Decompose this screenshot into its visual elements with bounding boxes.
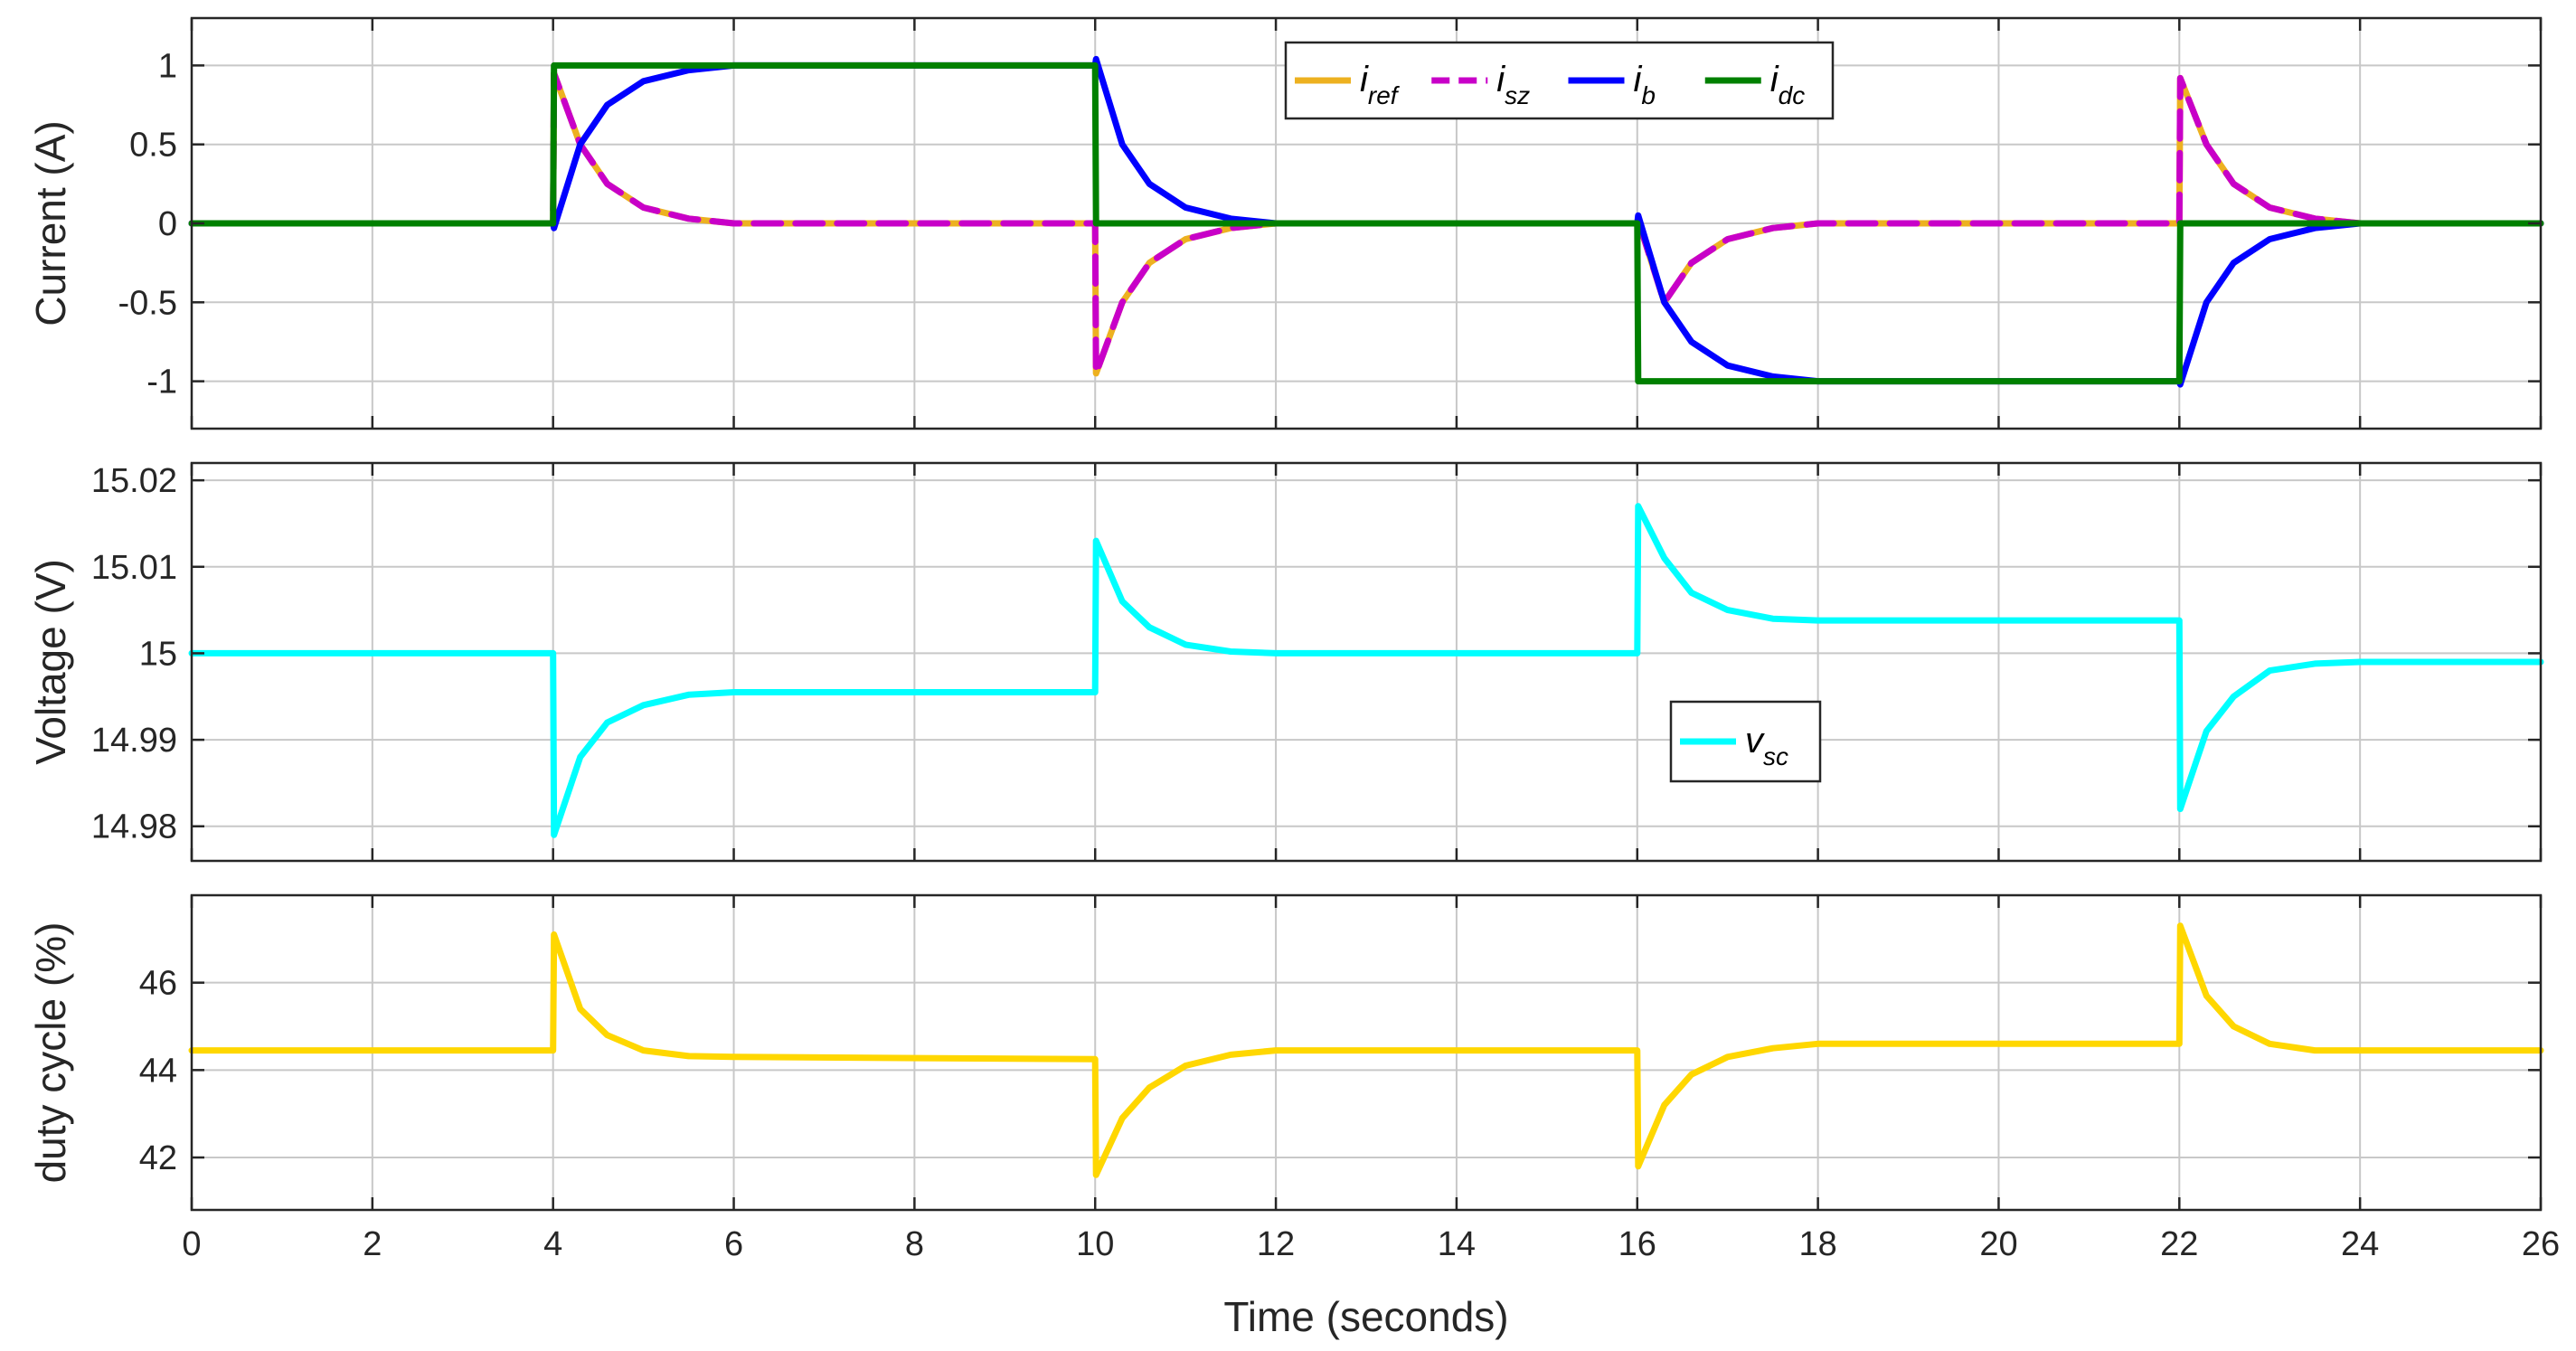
x-tick-label: 2 <box>363 1225 382 1263</box>
y-tick-label: -0.5 <box>118 284 177 322</box>
x-tick-label: 8 <box>905 1225 924 1263</box>
legend: vsc <box>1669 700 1822 783</box>
y-tick-label: 1 <box>158 47 177 85</box>
y-tick-label: 14.98 <box>91 808 177 846</box>
y-tick-label: 42 <box>139 1139 177 1177</box>
x-tick-label: 4 <box>543 1225 562 1263</box>
y-tick-label: 14.99 <box>91 722 177 760</box>
current-panel: -1 -0.5 0 0.5 1 Current (A) iref isz ib idc <box>27 16 2544 430</box>
x-tick-label: 26 <box>2522 1225 2560 1263</box>
x-tick-label: 14 <box>1438 1225 1476 1263</box>
legend: iref isz ib idc <box>1284 41 1835 120</box>
y-tick-label: 46 <box>139 965 177 1003</box>
x-tick-label: 16 <box>1618 1225 1656 1263</box>
plot-area <box>192 463 2541 861</box>
y-tick-label: 0 <box>158 205 177 243</box>
x-tick-label: 22 <box>2160 1225 2198 1263</box>
x-tick-label: 24 <box>2341 1225 2379 1263</box>
y-axis-label: Current (A) <box>27 120 74 326</box>
axes-box <box>190 461 2543 863</box>
y-axis-label: duty cycle (%) <box>27 922 74 1184</box>
x-tick-label: 6 <box>724 1225 743 1263</box>
y-tick-label: 15 <box>139 635 177 673</box>
y-tick-label: 15.01 <box>91 549 177 587</box>
y-tick-label: 44 <box>139 1052 177 1090</box>
series-line-dc <box>188 61 2544 385</box>
series-line-sc <box>188 503 2544 838</box>
axes-box <box>190 893 2543 1212</box>
x-tick-label: 0 <box>182 1225 201 1263</box>
y-tick-label: -1 <box>146 364 177 402</box>
x-tick-label: 18 <box>1798 1225 1836 1263</box>
x-tick-label: 10 <box>1076 1225 1114 1263</box>
x-axis-label: Time (seconds) <box>1223 1293 1508 1340</box>
voltage-panel: 14.98 14.99 15 15.01 15.02 Voltage (V) vsc <box>27 461 2544 863</box>
y-tick-label: 0.5 <box>129 127 177 165</box>
x-tick-label: 12 <box>1257 1225 1295 1263</box>
x-tick-label: 20 <box>1979 1225 2017 1263</box>
y-tick-label: 15.02 <box>91 462 177 500</box>
y-axis-label: Voltage (V) <box>27 559 74 765</box>
series-line-duty <box>188 922 2544 1178</box>
